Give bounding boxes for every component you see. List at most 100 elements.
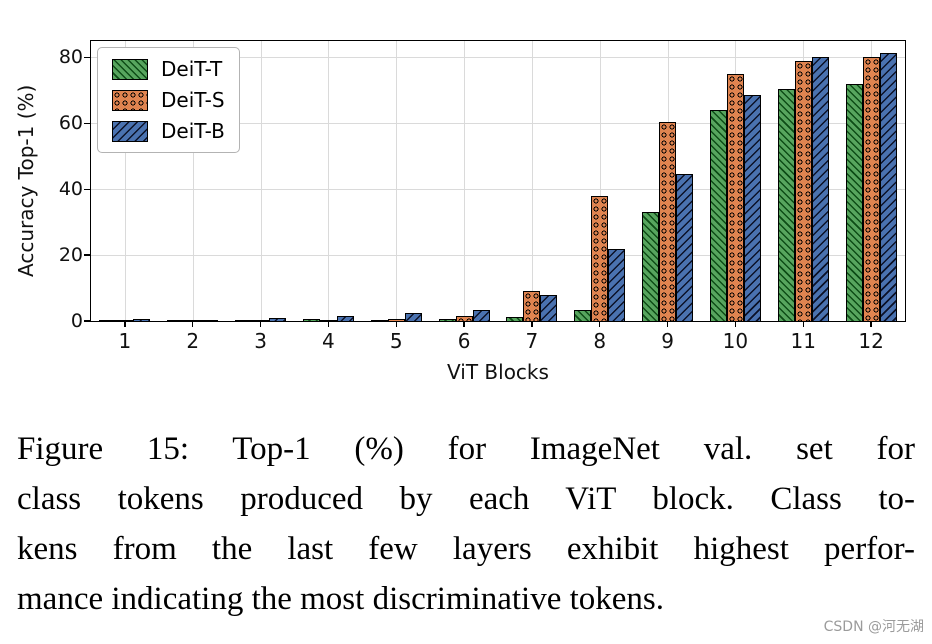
figure-caption: Figure 15: Top-1 (%) for ImageNet val. s… (17, 424, 915, 624)
y-tick-mark (84, 56, 90, 59)
x-tick-label: 6 (457, 329, 471, 353)
gridline-horizontal (91, 57, 905, 59)
caption-line: class tokens produced by each ViT block.… (17, 481, 915, 517)
plot-area: 0 20 40 60 80 1 2 3 4 5 6 7 8 9 10 11 12 DeiT-T DeiT-S DeiT… (59, 40, 906, 353)
y-tick-mark (84, 254, 90, 256)
bar-DeiT-B-block-9 (676, 174, 694, 321)
x-tick-label: 8 (593, 329, 607, 353)
x-tick-label: 1 (118, 329, 132, 353)
x-tick-label: 4 (322, 329, 335, 353)
x-tick-mark (124, 322, 126, 327)
gridline-vertical (599, 41, 601, 321)
x-tick-mark (531, 322, 533, 327)
bar-DeiT-S-block-6 (455, 315, 473, 321)
x-axis-label: ViT Blocks (447, 360, 549, 384)
caption-line: kens from the last few layers exhibit hi… (17, 531, 915, 567)
y-tick-mark (84, 320, 90, 322)
bar-DeiT-B-block-11 (811, 57, 829, 321)
bar-DeiT-B-block-8 (608, 248, 626, 321)
legend-patch-DeiT-S (112, 89, 148, 111)
x-tick-label: 11 (790, 329, 816, 353)
caption-line: Figure 15: Top-1 (%) for ImageNet val. s… (17, 431, 915, 467)
bar-DeiT-T-block-10 (709, 110, 727, 321)
x-tick-mark (395, 322, 397, 327)
y-tick-label: 60 (58, 112, 83, 135)
bar-DeiT-B-block-1 (133, 319, 151, 321)
x-tick-mark (870, 322, 872, 327)
x-tick-label: 3 (254, 329, 267, 353)
bar-DeiT-B-block-6 (472, 310, 490, 321)
bar-DeiT-T-block-8 (574, 310, 592, 321)
legend-patch-DeiT-T (112, 58, 148, 80)
x-tick-mark (599, 322, 601, 327)
legend-label: DeiT-S (161, 88, 225, 112)
gridline-vertical (531, 41, 533, 321)
legend-entry-DeiT-T: DeiT-T (112, 57, 225, 81)
bar-DeiT-S-block-10 (726, 73, 744, 321)
bar-DeiT-B-block-5 (404, 313, 422, 321)
x-tick-mark (192, 322, 194, 327)
gridline-horizontal (91, 189, 905, 191)
y-tick-label: 20 (58, 244, 83, 267)
bar-DeiT-S-block-12 (862, 57, 880, 321)
gridline-vertical (396, 41, 398, 321)
bar-DeiT-S-block-7 (523, 291, 541, 321)
bar-DeiT-B-block-10 (743, 95, 761, 321)
bar-DeiT-B-block-7 (540, 294, 558, 321)
bar-DeiT-T-block-9 (642, 212, 660, 321)
gridline-vertical (260, 41, 262, 321)
legend-entry-DeiT-S: DeiT-S (112, 88, 225, 112)
bar-DeiT-S-block-5 (387, 318, 405, 321)
gridline-horizontal (91, 123, 905, 125)
bar-DeiT-S-block-1 (116, 319, 134, 321)
bar-DeiT-T-block-4 (302, 319, 320, 321)
legend-patch-DeiT-B (112, 120, 148, 142)
gridline-vertical (192, 41, 194, 321)
x-tick-mark (327, 322, 330, 327)
bar-DeiT-S-block-9 (659, 121, 677, 321)
y-tick-mark (84, 122, 90, 125)
legend-entry-DeiT-B: DeiT-B (112, 119, 225, 143)
bar-DeiT-S-block-4 (319, 319, 337, 321)
legend-label: DeiT-B (161, 119, 225, 143)
bar-DeiT-T-block-7 (506, 317, 524, 321)
y-tick-label: 80 (58, 46, 83, 69)
x-tick-label: 12 (858, 329, 884, 353)
x-tick-label: 7 (525, 329, 539, 353)
bar-DeiT-T-block-12 (845, 83, 863, 321)
x-tick-mark (734, 322, 737, 327)
bar-DeiT-T-block-11 (777, 88, 795, 321)
x-tick-label: 5 (389, 329, 403, 353)
bar-DeiT-S-block-2 (184, 320, 202, 321)
bar-DeiT-T-block-1 (99, 319, 117, 321)
x-tick-label: 2 (186, 329, 200, 353)
bar-DeiT-B-block-3 (269, 318, 287, 321)
x-tick-label: 10 (722, 329, 749, 353)
gridline-vertical (124, 41, 126, 321)
bar-DeiT-T-block-2 (167, 320, 185, 321)
gridline-vertical (328, 41, 330, 321)
bar-DeiT-T-block-5 (370, 319, 388, 321)
legend-label: DeiT-T (161, 57, 223, 81)
y-tick-mark (84, 188, 90, 190)
bar-DeiT-B-block-2 (201, 319, 219, 321)
gridline-vertical (464, 41, 466, 321)
bar-DeiT-T-block-3 (235, 319, 253, 321)
y-tick-label: 40 (58, 178, 83, 201)
legend: DeiT-T DeiT-S DeiT-B (97, 47, 240, 153)
bar-DeiT-T-block-6 (438, 319, 456, 321)
x-tick-label: 9 (661, 329, 674, 353)
y-tick-label: 0 (70, 310, 83, 332)
x-tick-mark (463, 322, 465, 327)
bar-DeiT-S-block-11 (794, 60, 812, 321)
x-tick-mark (259, 322, 262, 327)
gridline-horizontal (91, 255, 905, 257)
x-tick-mark (666, 322, 669, 327)
bar-DeiT-S-block-3 (252, 319, 270, 321)
bar-DeiT-S-block-8 (591, 195, 609, 321)
caption-line: mance indicating the most discriminative… (17, 581, 665, 617)
bar-DeiT-B-block-12 (879, 52, 897, 321)
bar-DeiT-B-block-4 (336, 316, 354, 321)
x-tick-mark (802, 322, 804, 327)
